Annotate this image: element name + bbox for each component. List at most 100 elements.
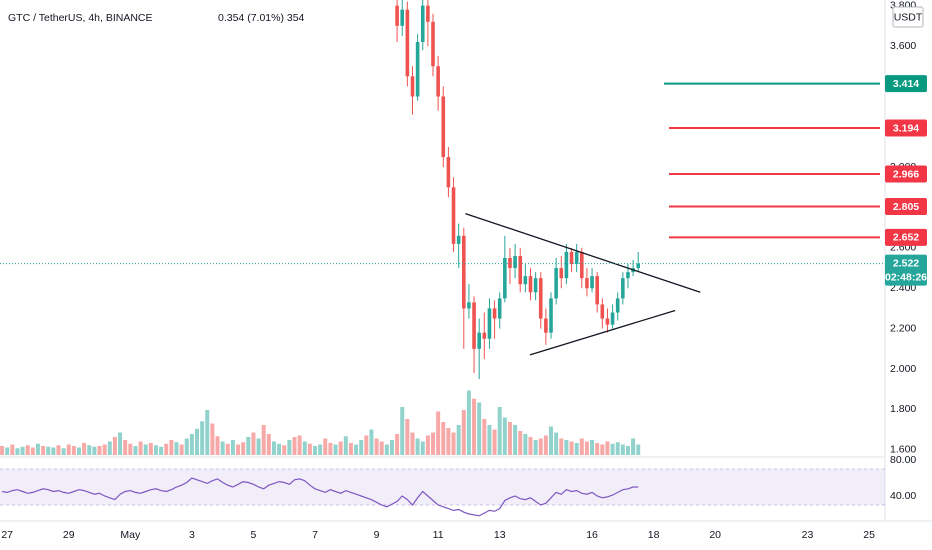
candle-body [426, 5, 430, 22]
volume-bar [210, 423, 215, 455]
candle-body [523, 276, 528, 285]
volume-bar [200, 421, 205, 455]
y-tick-label: 1.800 [890, 403, 916, 415]
level-label: 3.194 [893, 122, 919, 134]
candle-body [446, 157, 451, 188]
volume-bar [569, 441, 574, 455]
volume-bar [477, 402, 482, 455]
volume-bar [35, 443, 40, 455]
trendline [529, 309, 676, 356]
candle-body [400, 9, 405, 26]
last-price-box [885, 254, 927, 286]
currency[interactable]: USDT [894, 11, 923, 23]
currency-box[interactable] [892, 6, 924, 28]
volume-bar [461, 410, 466, 455]
volume-bar [354, 444, 359, 455]
x-tick-label: 29 [63, 529, 75, 541]
volume-bar [123, 440, 128, 455]
volume-bar [107, 441, 112, 455]
candle-body [467, 302, 471, 309]
x-tick-label: 3 [189, 529, 195, 541]
x-tick-label: 23 [802, 529, 814, 541]
volume-bar [600, 444, 605, 455]
volume-bar [97, 446, 102, 455]
x-tick-label: 16 [586, 529, 598, 541]
volume-bar [466, 390, 471, 455]
candle-body [405, 9, 410, 77]
x-tick-label: May [120, 529, 141, 541]
candle-body [497, 298, 502, 319]
candle-body [569, 251, 574, 265]
volume-bar [302, 441, 307, 455]
volume-bar [451, 432, 456, 455]
volume-bar [502, 417, 507, 455]
candle-body [508, 257, 512, 269]
volume-bar [625, 446, 630, 455]
candle-body [410, 76, 415, 97]
x-tick-label: 20 [709, 529, 721, 541]
x-tick-label: 5 [251, 529, 257, 541]
last-price-label: 2.522 [893, 257, 919, 269]
volume-bar [425, 435, 430, 455]
volume-bar [415, 438, 420, 455]
candle-body [610, 312, 615, 325]
axes: 1.6001.8002.0002.2002.4002.6002.8003.000… [1, 0, 927, 541]
candle-body [395, 5, 399, 26]
candle-body [420, 5, 425, 42]
level-label: 2.652 [893, 232, 919, 244]
volume-bar [87, 445, 92, 455]
candle-body [544, 318, 548, 333]
volume-bar [230, 440, 235, 455]
volume-bar [138, 441, 143, 455]
volume-bar [251, 432, 256, 455]
volume-bar [174, 442, 179, 455]
volume-bar [631, 438, 636, 455]
rsi-band [0, 468, 885, 505]
volume-bar [195, 428, 200, 455]
volume-bar [333, 444, 338, 455]
candle-body [441, 96, 446, 158]
trendline [465, 212, 701, 293]
volume-bar [364, 435, 369, 455]
countdown: 02:48:26 [885, 271, 927, 283]
volume-bar [405, 419, 410, 455]
volume-bar [282, 445, 287, 455]
volume-bar [77, 447, 82, 455]
volume-bar [205, 410, 210, 455]
volume-bar [143, 444, 148, 455]
candle-body [574, 251, 579, 265]
candle-body [590, 276, 594, 289]
volume-bar [159, 446, 164, 455]
volume-bar [133, 446, 138, 455]
volume-bar [51, 447, 56, 455]
volume-bar [559, 438, 564, 455]
volume-bar [56, 445, 61, 455]
volume-bar [25, 445, 30, 455]
volume-bar [5, 447, 10, 455]
volume-bar [343, 436, 348, 455]
x-tick-label: 13 [494, 529, 506, 541]
level-label-box [885, 119, 927, 137]
candle-body [477, 332, 481, 349]
volume-bar [446, 428, 451, 455]
x-tick-label: 25 [863, 529, 875, 541]
level-label-box [885, 165, 927, 183]
candle-body [564, 251, 569, 279]
candle-body [636, 263, 641, 269]
volume-bar [533, 440, 538, 455]
level-label: 3.414 [893, 78, 919, 90]
y-tick-label: 2.000 [890, 363, 916, 375]
volume-bar [554, 432, 559, 455]
x-tick-label: 11 [433, 529, 444, 541]
volume-bar [482, 419, 487, 455]
candle-body [621, 278, 625, 299]
chart-title: GTC / TetherUS, 4h, BINANCE [8, 12, 153, 24]
volume-bar [46, 446, 51, 455]
volume-bar [395, 434, 400, 455]
volume-bar [420, 441, 425, 455]
volume-bar [287, 440, 292, 455]
volume-bar [323, 438, 328, 455]
volume-bar [518, 431, 523, 455]
candle-body [559, 268, 564, 279]
